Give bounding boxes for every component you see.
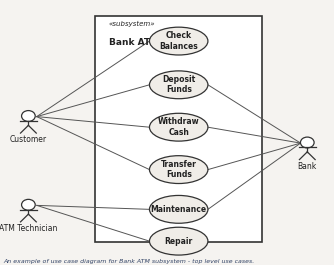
Text: Maintenance: Maintenance [151,205,207,214]
Text: Repair: Repair [165,237,193,246]
Ellipse shape [150,196,208,223]
Text: «subsystem»: «subsystem» [109,21,155,27]
Text: Bank: Bank [298,162,317,171]
Text: Bank ATM: Bank ATM [109,38,159,47]
Circle shape [22,111,35,121]
Text: Customer: Customer [10,135,47,144]
Circle shape [301,137,314,148]
Ellipse shape [150,227,208,255]
Text: An example of use case diagram for Bank ATM subsystem - top level use cases.: An example of use case diagram for Bank … [3,259,255,264]
Text: Transfer
Funds: Transfer Funds [161,160,197,179]
Ellipse shape [150,156,208,183]
Text: Check
Balances: Check Balances [159,31,198,51]
Ellipse shape [150,27,208,55]
Text: ATM Technician: ATM Technician [0,224,57,233]
Text: Deposit
Funds: Deposit Funds [162,75,195,95]
Text: Withdraw
Cash: Withdraw Cash [158,117,199,137]
Circle shape [22,199,35,210]
FancyBboxPatch shape [95,16,262,242]
Ellipse shape [150,113,208,141]
Ellipse shape [150,71,208,99]
